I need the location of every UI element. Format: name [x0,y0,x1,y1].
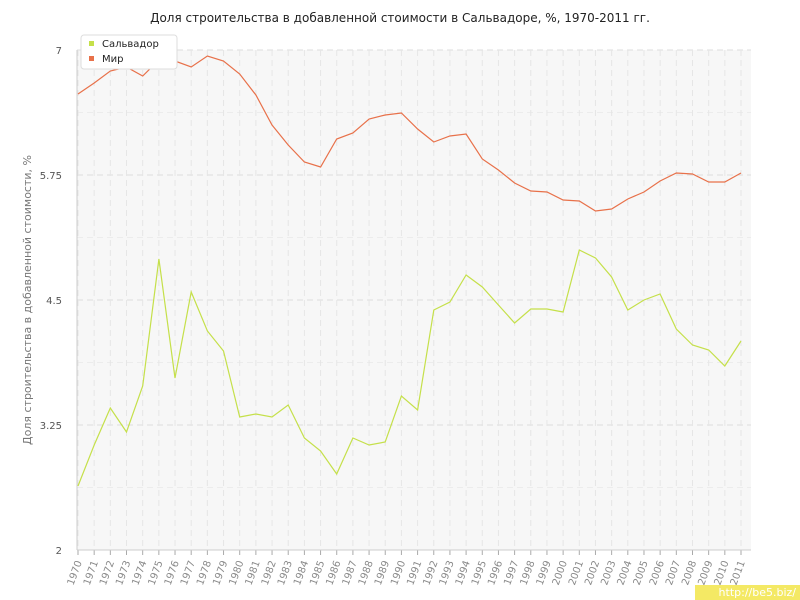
y-axis-label: Доля строительства в добавленной стоимос… [21,155,34,445]
chart-title: Доля строительства в добавленной стоимос… [150,11,650,25]
series-line-world [77,55,742,212]
legend-swatch-world [89,56,94,61]
legend-label-world: Мир [102,54,123,65]
y-tick-label: 5.75 [40,171,62,182]
y-tick-label: 7 [56,46,62,57]
y-tick-labels: 2 3.25 4.5 5.75 7 [40,46,62,557]
legend[interactable]: Сальвадор Мир [80,34,178,70]
y-tick-label: 4.5 [46,296,62,307]
series-layer [77,55,742,487]
legend-swatch-salvador [89,41,94,46]
series-line-salvador [77,249,742,487]
legend-box [80,34,178,70]
watermark-link[interactable]: http://be5.biz/ [695,585,800,600]
legend-label-salvador: Сальвадор [102,39,159,50]
y-tick-label: 2 [56,546,62,557]
y-tick-label: 3.25 [40,421,62,432]
axes [76,50,751,555]
